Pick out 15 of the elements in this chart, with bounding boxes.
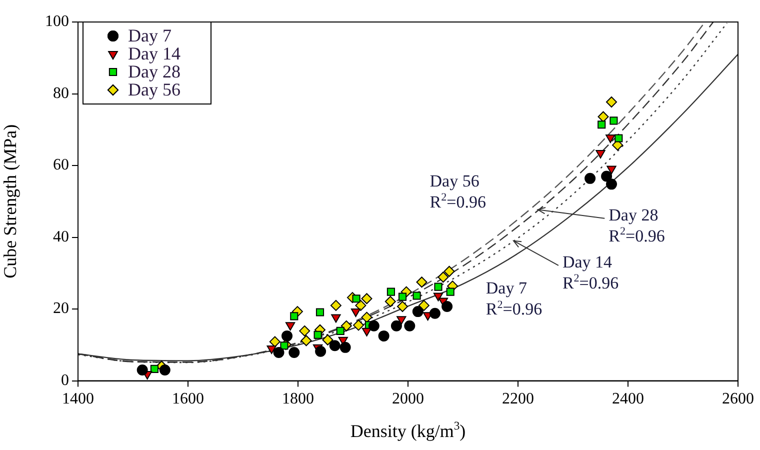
y-axis-title: Cube Strength (MPa) [0,124,20,278]
x-tick-label: 2600 [722,390,754,408]
y-tick-label: 60 [53,156,69,174]
y-tick-label: 100 [45,13,69,30]
x-tick-label: 1600 [172,390,204,408]
x-tick-label: 2200 [502,390,534,408]
x-tick-label: 2400 [612,390,644,408]
legend-label: Day 7 [128,26,172,46]
x-tick-label: 1400 [62,390,94,408]
y-tick-label: 20 [53,300,69,318]
x-tick-label: 2000 [392,390,424,408]
y-tick-label: 80 [53,84,69,102]
y-tick-label: 40 [53,228,69,246]
y-tick-label: 0 [61,372,69,390]
x-tick-label: 1800 [282,390,314,408]
